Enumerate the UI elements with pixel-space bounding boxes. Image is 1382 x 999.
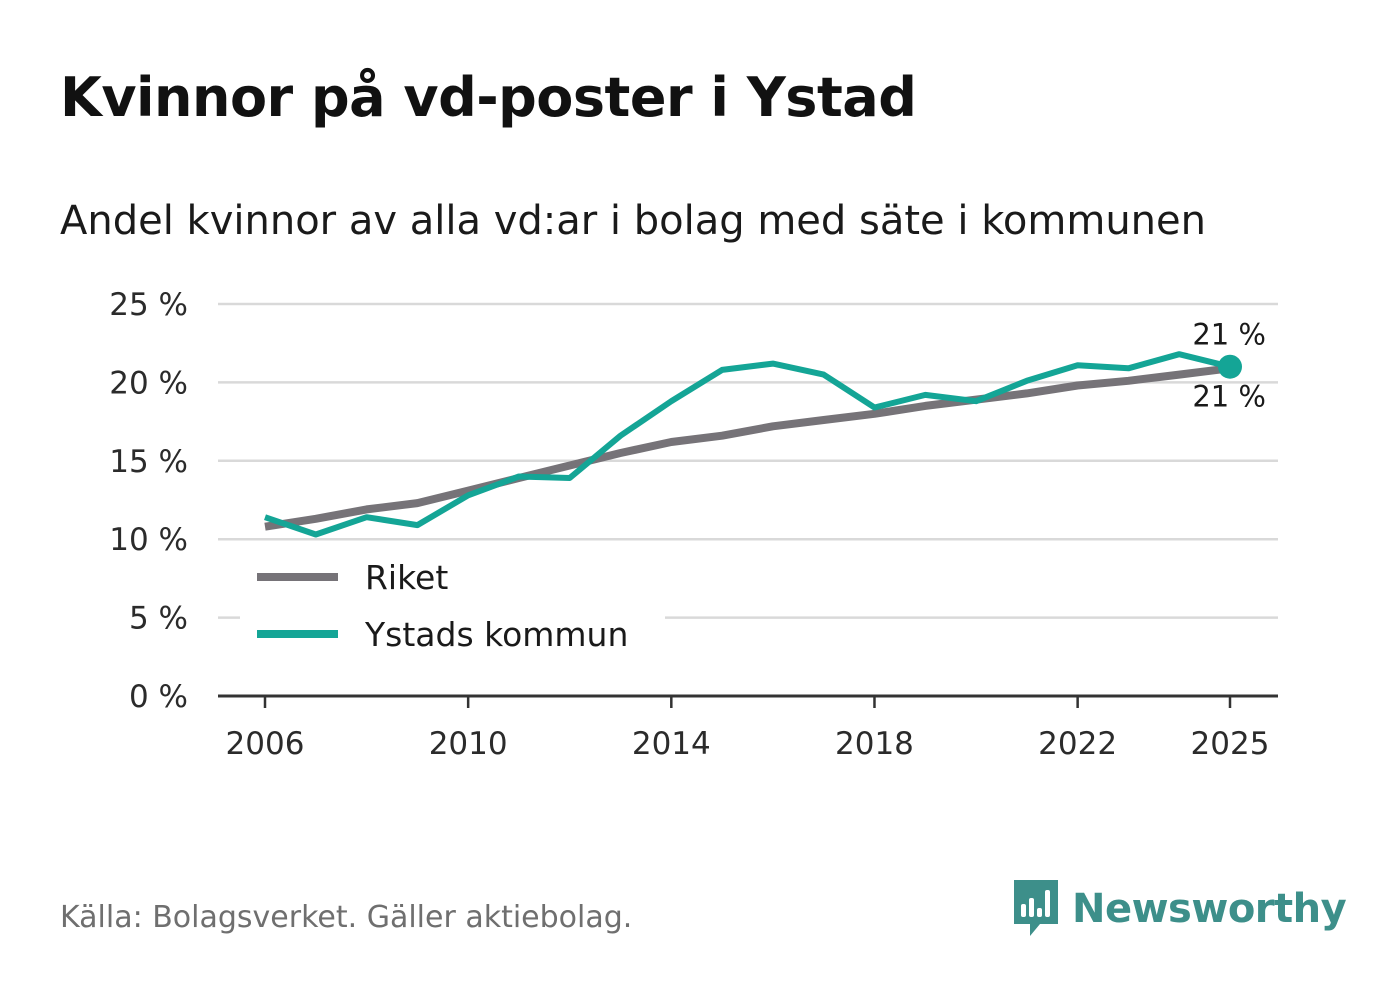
y-tick-label-25: 25 % [109,287,188,323]
legend-label-riket: Riket [365,558,448,597]
series-lines [264,351,1242,538]
newsworthy-icon [1014,880,1058,936]
end-label-riket: 21 % [1192,379,1266,413]
series-line-ystads-kommun [264,351,1231,538]
brand-logo: Newsworthy [1010,878,1347,940]
chart-subtitle: Andel kvinnor av alla vd:ar i bolag med … [60,198,1206,244]
end-labels: 21 % 21 % [1192,318,1266,414]
chart-title: Kvinnor på vd-poster i Ystad [60,66,917,129]
y-tick-label-10: 10 % [109,522,188,558]
legend-label-ystads-kommun: Ystads kommun [364,615,628,654]
legend: Riket Ystads kommun [257,558,628,654]
source-note: Källa: Bolagsverket. Gäller aktiebolag. [60,900,633,935]
y-tick-label-15: 15 % [109,444,188,480]
x-tick-label-2014: 2014 [632,726,711,762]
end-marker-ystads-kommun [1218,354,1242,379]
x-tick-label-2006: 2006 [226,726,305,762]
y-tick-label-0: 0 % [129,679,188,715]
y-tick-label-20: 20 % [109,365,188,401]
brand-name: Newsworthy [1072,886,1347,932]
legend-background [240,548,665,668]
x-tick-label-2018: 2018 [835,726,914,762]
y-tick-label-5: 5 % [129,601,188,637]
x-axis-ticks: 2006 2010 2014 2018 2022 2025 [226,696,1270,762]
x-tick-label-2010: 2010 [429,726,508,762]
x-tick-label-2022: 2022 [1038,726,1117,762]
x-tick-label-2025: 2025 [1191,726,1270,762]
series-line-riket [264,364,1231,531]
end-label-ystads-kommun: 21 % [1192,318,1266,352]
y-axis-ticks: 0 % 5 % 10 % 15 % 20 % 25 % [109,287,188,715]
